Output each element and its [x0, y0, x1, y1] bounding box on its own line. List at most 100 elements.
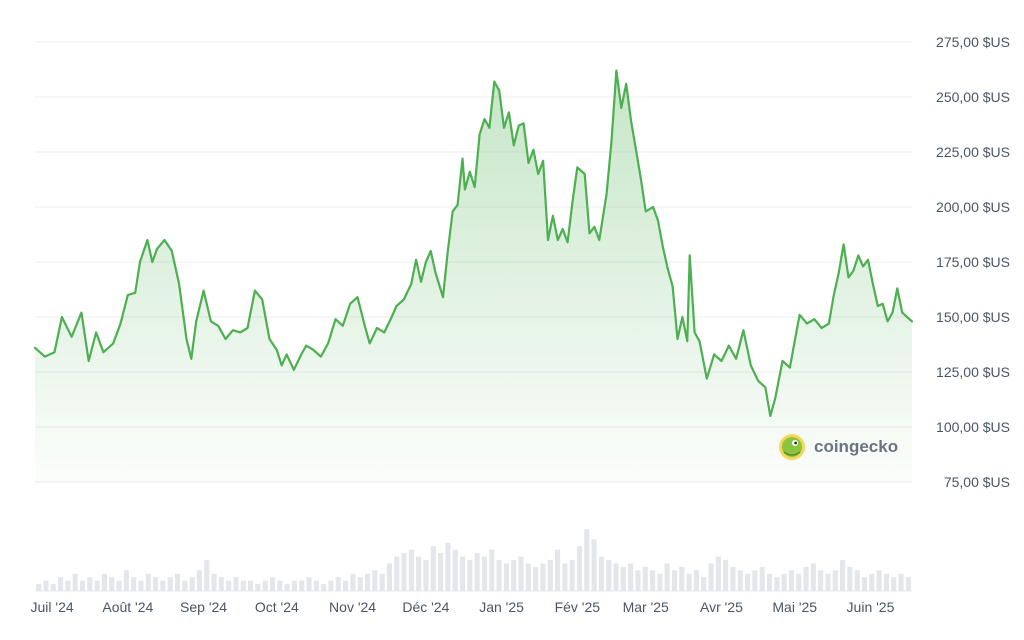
volume-bar [364, 573, 371, 591]
volume-bar [642, 566, 648, 591]
volume-bar [818, 570, 824, 591]
price-line-group [33, 69, 914, 418]
volume-bar [730, 566, 736, 591]
x-tick-label: Juin '25 [847, 599, 895, 615]
volume-bar [101, 573, 107, 591]
volume-bar [905, 577, 911, 591]
volume-bar [723, 560, 729, 591]
volume-bar [708, 563, 714, 591]
volume-bar [481, 556, 488, 591]
volume-bar [891, 577, 897, 591]
volume-bar [737, 570, 743, 591]
volume-bar [489, 549, 495, 591]
y-tick-label: 150,00 $US [936, 309, 1010, 325]
volume-bar [321, 584, 327, 591]
x-tick-label: Fév '25 [555, 599, 601, 615]
volume-bar [138, 580, 144, 591]
volume-bar [50, 584, 56, 591]
x-tick-label: Mar '25 [623, 599, 669, 615]
x-tick-label: Déc '24 [402, 599, 449, 615]
volume-bar [825, 573, 831, 591]
volume-bar [606, 560, 612, 591]
y-tick-label: 200,00 $US [936, 199, 1010, 215]
volume-bar [766, 573, 773, 591]
volume-bar [233, 577, 239, 591]
volume-bar [591, 539, 597, 591]
volume-bar [123, 570, 129, 591]
volume-bar [759, 566, 765, 591]
volume-bar [840, 560, 846, 591]
volume-bar [613, 563, 619, 591]
volume-bar [160, 580, 166, 591]
volume-bar [131, 577, 137, 591]
volume-bar [547, 560, 553, 591]
volume-bar [496, 560, 502, 591]
y-tick-label: 275,00 $US [936, 34, 1010, 50]
coingecko-watermark: coingecko [779, 434, 898, 460]
volume-bar [796, 573, 802, 591]
volume-bar [533, 566, 539, 591]
volume-bar [350, 573, 356, 591]
x-axis: Juil '24 Août '24 Sep '24 Oct '24 Nov '24 Déc… [31, 599, 895, 615]
volume-bar [145, 573, 151, 591]
volume-bar [715, 556, 721, 591]
volume-bar [269, 577, 276, 591]
volume-bar [72, 573, 78, 591]
volume-bar [379, 573, 385, 591]
volume-bar [65, 580, 71, 591]
y-tick-label: 250,00 $US [936, 89, 1010, 105]
volume-bar [474, 553, 480, 591]
volume-bar [262, 580, 268, 591]
volume-bar [94, 580, 100, 591]
volume-bar [445, 542, 451, 591]
volume-bar [518, 556, 524, 591]
volume-bar [861, 577, 868, 591]
x-tick-label: Oct '24 [255, 599, 299, 615]
volume-bar [562, 563, 568, 591]
volume-bar [357, 577, 363, 591]
volume-bar [467, 560, 473, 591]
volume-bar [649, 570, 656, 591]
volume-bar [774, 577, 780, 591]
x-tick-label: Mai '25 [772, 599, 817, 615]
volume-bar [116, 580, 122, 591]
volume-bar [693, 570, 699, 591]
volume-bar [416, 556, 422, 591]
volume-bars [35, 529, 912, 592]
volume-bar [36, 584, 42, 591]
volume-bar [335, 577, 341, 591]
coingecko-logo-icon [779, 434, 805, 460]
volume-bar [671, 570, 678, 591]
volume-bar [79, 580, 86, 591]
volume-bar [196, 570, 202, 591]
volume-bar [898, 573, 904, 591]
volume-bar [109, 577, 115, 591]
volume-bar [540, 563, 546, 591]
volume-bar [664, 563, 670, 591]
x-tick-label: Nov '24 [329, 599, 376, 615]
volume-bar [277, 580, 283, 591]
volume-bar [847, 566, 853, 591]
price-area [35, 70, 912, 482]
volume-bar [876, 570, 882, 591]
volume-bar [189, 577, 195, 591]
volume-bar [401, 553, 407, 591]
volume-bar [299, 580, 305, 591]
volume-bar [218, 577, 224, 591]
y-tick-label: 125,00 $US [936, 364, 1010, 380]
x-tick-label: Juil '24 [31, 599, 74, 615]
volume-bar [306, 577, 312, 591]
volume-bar [43, 580, 49, 591]
volume-bar [745, 573, 751, 591]
volume-bar [854, 570, 860, 591]
volume-bar [701, 577, 707, 591]
volume-bar [803, 566, 809, 591]
volume-bar [240, 580, 246, 591]
x-tick-label: Jan '25 [479, 599, 524, 615]
volume-bar [810, 563, 816, 591]
volume-bar [503, 563, 509, 591]
volume-bar [248, 580, 254, 591]
volume-bar [167, 577, 173, 591]
volume-bar [869, 573, 875, 591]
